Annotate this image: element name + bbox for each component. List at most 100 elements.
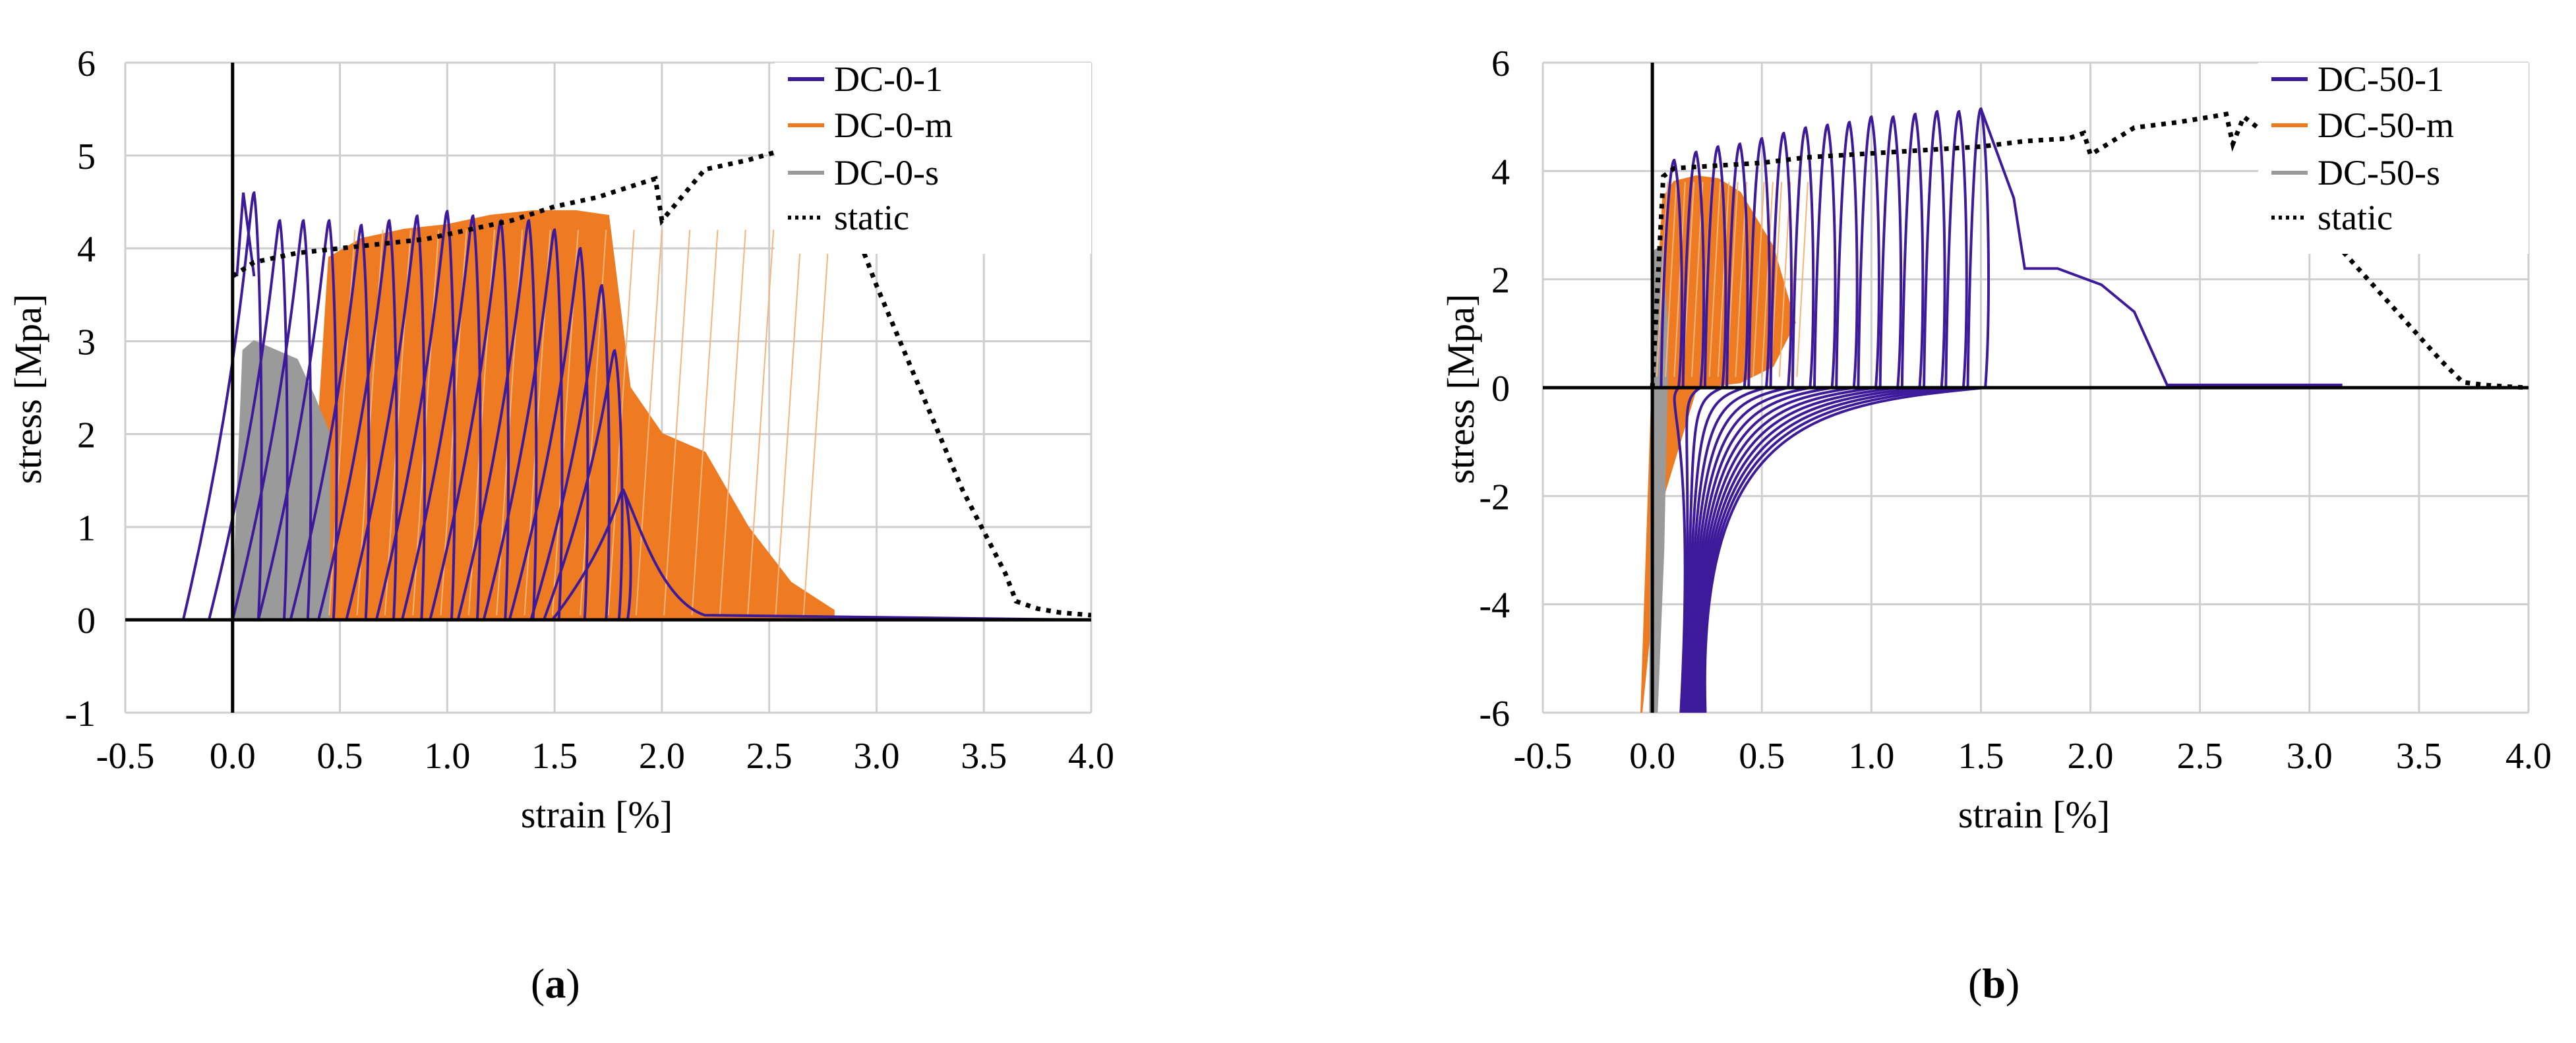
series-dc-0-1-loop [542, 349, 624, 620]
legend-label-dc-50-m: DC-50-m [2318, 105, 2454, 145]
series-dc-50-1-unload [1681, 386, 1702, 713]
series-dc-0-1-loop [482, 228, 564, 620]
series-dc-50-m-stripe [1665, 181, 1677, 377]
series-dc-50-1-loop [1923, 109, 1946, 388]
y-tick-label: 6 [1491, 44, 1510, 84]
series-dc-0-1-loop [208, 219, 289, 620]
series-dc-0-1-loop [317, 219, 398, 620]
series-dc-50-1-unload [1673, 386, 1687, 713]
series-dc-50-m-stripe [1735, 181, 1747, 377]
series-dc-50-1-loop [1660, 158, 1683, 388]
y-tick-label: -6 [1479, 694, 1510, 734]
caption-a: (a) [531, 960, 580, 1007]
x-axis-label: strain [%] [1958, 793, 2110, 836]
legend-label-dc-0-m: DC-0-m [834, 105, 953, 145]
x-tick-label: -0.5 [96, 736, 155, 777]
series-dc-50-1-loop [1812, 123, 1837, 388]
series-dc-50-1-loop [1725, 142, 1749, 388]
series-dc-0-1-loop [401, 214, 482, 620]
series-dc-0-1-loop [256, 219, 338, 620]
x-tick-label: 0.5 [317, 736, 363, 777]
series-dc-50-1-loop [1703, 145, 1727, 388]
y-tick-label: 0 [1491, 369, 1510, 409]
series-dc-50-1-unload [1685, 386, 1745, 713]
series-dc-50-1-unload [1683, 386, 1723, 713]
y-tick-label: 5 [77, 136, 96, 177]
y-tick-label: 4 [1491, 152, 1510, 193]
series-dc-50-1-loop [1944, 109, 1968, 388]
series-dc-50-1-loop [1681, 150, 1706, 388]
series-dc-50-1-loop [1791, 126, 1815, 388]
series-dc-50-m-stripe [1761, 181, 1774, 377]
y-tick-label: -1 [65, 694, 96, 734]
y-tick-label: 1 [77, 508, 96, 549]
series-dc-50-1-tail [1979, 108, 2343, 386]
y-tick-label: -2 [1479, 477, 1510, 518]
series-static-line [1650, 111, 2529, 390]
series-dc-50-m-stripe [1796, 181, 1809, 377]
x-tick-label: 4.0 [2505, 736, 2552, 777]
y-tick-label: 3 [77, 322, 96, 363]
series-dc-50-1-loop [1857, 115, 1880, 388]
series-dc-50-1-unload [1702, 386, 1964, 713]
series-dc-0-m-stripe [719, 229, 746, 616]
series-dc-50-1-unload [1703, 386, 1986, 713]
legend-label-dc-50-s: DC-50-s [2318, 153, 2440, 193]
series-dc-50-m-stripe [1717, 181, 1730, 377]
x-tick-label: 1.0 [1848, 736, 1894, 777]
x-tick-label: -0.5 [1514, 736, 1573, 777]
series-dc-0-1-loop [289, 224, 371, 620]
series-dc-50-m-stripe [1673, 181, 1686, 377]
series-dc-0-1-loop [508, 247, 589, 620]
series-dc-0-1-loop [456, 219, 538, 620]
series-dc-0-m-stripe [775, 229, 802, 616]
series-dc-50-m-stripe [1708, 181, 1722, 377]
y-tick-label: 0 [77, 601, 96, 641]
x-tick-label: 3.5 [2396, 736, 2442, 777]
series-dc-0-m-stripe [691, 229, 719, 616]
chart-a: -0.5 0.0 0.5 1.0 1.5 2.0 2.5 3.0 3.5 4.0 -1 0 1 2 3 4 5 6… [7, 44, 1114, 836]
y-tick-label: 6 [77, 44, 96, 84]
x-tick-label: 2.0 [639, 736, 685, 777]
x-axis-label: strain [%] [521, 793, 673, 836]
y-tick-label: 2 [77, 415, 96, 456]
legend-box [2258, 63, 2529, 254]
series-dc-50-m-stripe [1656, 181, 1669, 377]
plot-area [1640, 107, 2529, 713]
x-tick-label: 1.0 [424, 736, 470, 777]
series-dc-0-1-loop [529, 284, 611, 620]
series-dc-50-1-loop [1747, 136, 1771, 388]
series-dc-50-1-unload [1698, 386, 1920, 713]
legend-label-static: static [834, 198, 909, 237]
series-dc-0-1-loop [231, 219, 313, 620]
x-tick-label: 1.5 [1958, 736, 2004, 777]
series-dc-50-1-loop [1835, 121, 1859, 388]
series-dc-0-1-loop [345, 214, 427, 620]
y-axis-label: stress [Mpa] [7, 294, 49, 484]
series-dc-50-1-loop [1878, 115, 1903, 388]
x-tick-label: 3.0 [853, 736, 899, 777]
x-tick-label: 0.0 [1629, 736, 1675, 777]
series-dc-50-m-stripe [1752, 181, 1765, 377]
legend-label-static: static [2318, 198, 2393, 237]
series-dc-50-1-loop [1966, 107, 1991, 388]
series-dc-50-1-loop [1769, 131, 1793, 388]
series-dc-0-1-loop [374, 210, 456, 620]
chart-b: -0.5 0.0 0.5 1.0 1.5 2.0 2.5 3.0 3.5 4.0 -6 -4 -2 0 2 4… [1439, 44, 2552, 836]
legend-label-dc-50-1: DC-50-1 [2318, 59, 2444, 99]
series-dc-0-1-loop [181, 191, 263, 620]
x-tick-label: 3.0 [2287, 736, 2333, 777]
series-dc-0-m-stripe [802, 229, 830, 616]
series-dc-0-m-stripe [635, 229, 663, 616]
series-dc-50-1-unload [1700, 386, 1942, 713]
x-tick-label: 0.0 [210, 736, 256, 777]
series-dc-0-m-stripe [747, 229, 775, 616]
x-tick-label: 2.5 [2177, 736, 2223, 777]
series-dc-50-1-unload [1688, 386, 1789, 713]
x-tick-label: 0.5 [1739, 736, 1785, 777]
x-tick-label: 4.0 [1068, 736, 1114, 777]
series-dc-50-1-unload [1695, 386, 1876, 713]
x-tick-label: 1.5 [531, 736, 578, 777]
legend-label-dc-0-s: DC-0-s [834, 153, 939, 193]
